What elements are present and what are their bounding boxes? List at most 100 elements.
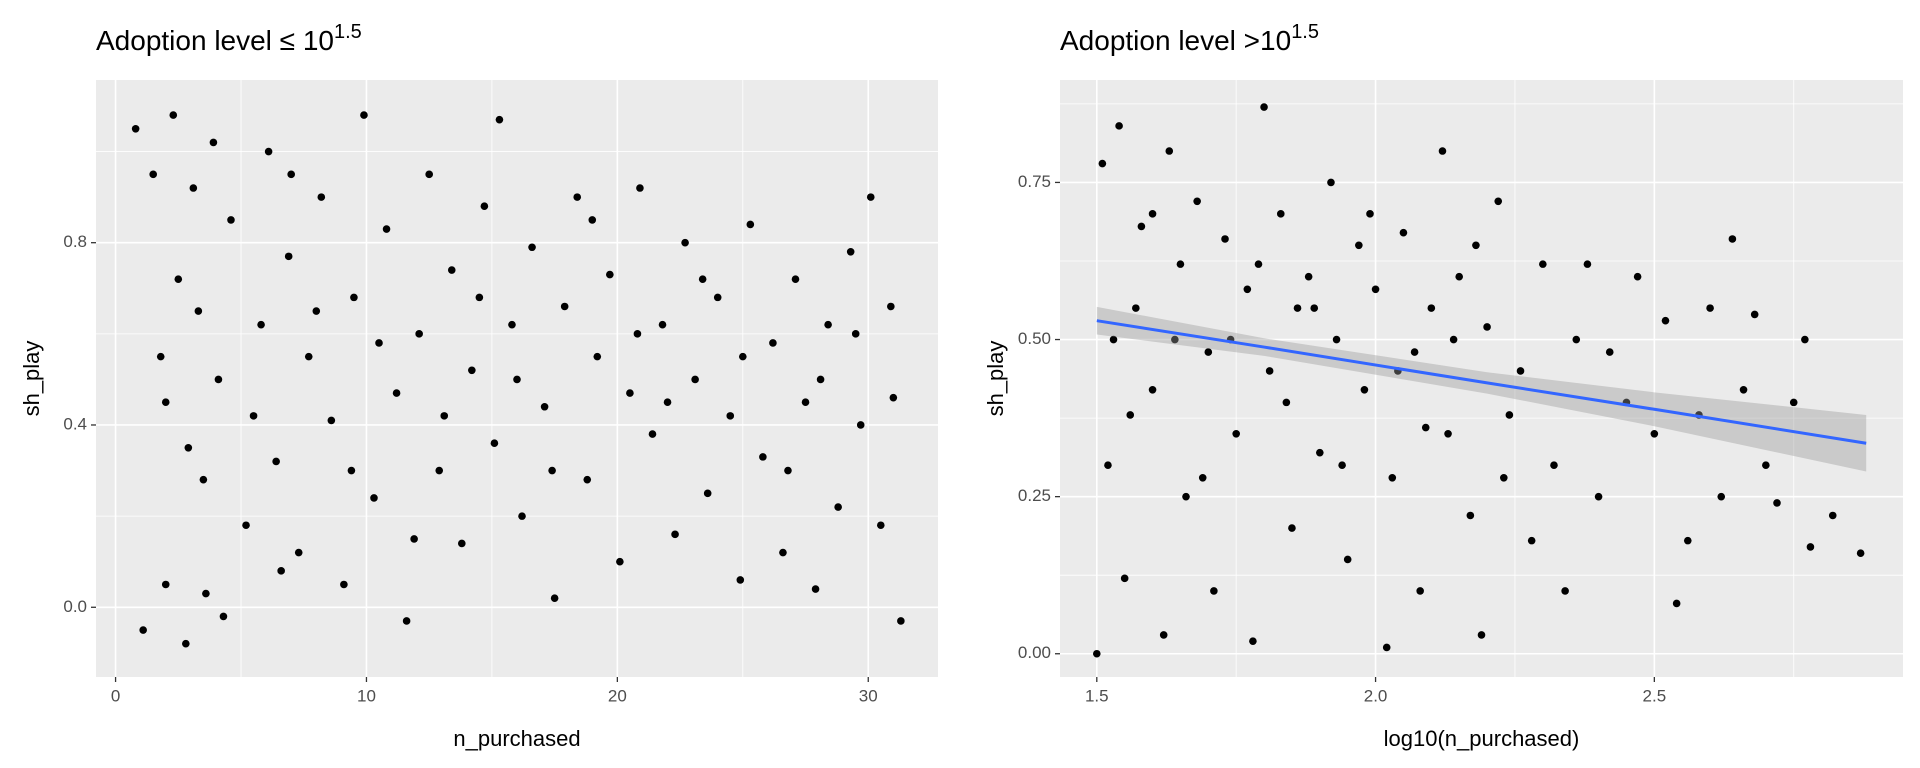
point	[560, 302, 569, 311]
point	[508, 320, 516, 329]
y-tick-label: 0.75	[1018, 172, 1051, 191]
point	[480, 202, 489, 211]
point	[1204, 348, 1213, 356]
point	[1165, 147, 1174, 155]
point	[573, 193, 582, 201]
point	[1104, 461, 1112, 470]
x-tick-label: 2.0	[1364, 686, 1388, 705]
point	[791, 275, 800, 283]
point	[410, 535, 418, 543]
x-axis-title: log10(n_purchased)	[1384, 726, 1580, 751]
point	[1672, 599, 1681, 608]
point	[1316, 448, 1324, 457]
point	[550, 594, 559, 602]
point	[698, 275, 707, 283]
point	[1539, 260, 1547, 268]
point	[360, 111, 368, 119]
point	[402, 617, 411, 625]
point	[1762, 461, 1770, 470]
point	[1583, 260, 1592, 268]
point	[834, 503, 842, 511]
point	[209, 138, 218, 147]
x-axis-title: n_purchased	[453, 726, 580, 751]
point	[658, 320, 667, 329]
point	[671, 530, 679, 539]
y-axis-title: sh_play	[983, 341, 1008, 417]
point	[1706, 304, 1714, 312]
point	[458, 539, 466, 548]
point	[189, 184, 198, 192]
point	[1449, 335, 1458, 344]
point	[1254, 260, 1263, 268]
point	[1605, 348, 1614, 356]
point	[1098, 159, 1107, 168]
point	[681, 238, 689, 247]
y-tick-label: 0.25	[1018, 486, 1051, 505]
point	[475, 293, 484, 302]
point	[294, 548, 303, 557]
point	[1856, 549, 1865, 558]
point	[317, 193, 326, 201]
point	[540, 402, 549, 411]
point	[1572, 335, 1581, 344]
point	[851, 330, 860, 338]
point	[382, 225, 391, 233]
point	[1717, 492, 1726, 501]
point	[1137, 222, 1146, 231]
point	[1455, 272, 1463, 281]
point	[347, 466, 356, 475]
y-axis-title: sh_play	[19, 341, 44, 417]
point	[370, 494, 378, 502]
x-tick-label: 1.5	[1085, 686, 1109, 705]
point	[139, 626, 147, 634]
confidence-band	[1096, 306, 1867, 472]
point	[1332, 335, 1341, 344]
y-tick-label: 0.50	[1018, 329, 1051, 348]
point	[1304, 272, 1313, 281]
point	[327, 416, 336, 425]
point	[227, 216, 235, 224]
title-text: Adoption level >10	[1060, 25, 1291, 56]
point	[1148, 386, 1157, 394]
point	[1399, 228, 1408, 237]
point	[606, 270, 614, 279]
x-tick-label: 20	[608, 686, 627, 705]
point	[1477, 631, 1486, 639]
point	[304, 352, 313, 361]
point	[518, 512, 526, 520]
point	[1773, 499, 1781, 507]
point	[287, 170, 295, 179]
point	[1343, 555, 1352, 564]
point	[1249, 637, 1257, 645]
point	[1355, 241, 1363, 250]
point	[1310, 304, 1319, 312]
point	[375, 339, 383, 347]
point	[816, 375, 825, 384]
point	[249, 412, 258, 420]
point	[1633, 272, 1642, 281]
point	[174, 275, 183, 283]
point	[811, 585, 820, 593]
point	[801, 398, 810, 406]
point	[257, 320, 265, 329]
point	[1260, 103, 1268, 111]
point	[856, 421, 865, 429]
point	[513, 375, 521, 384]
y-tick-label: 0.4	[63, 414, 87, 433]
point	[593, 352, 602, 361]
point	[889, 393, 898, 402]
point	[1132, 304, 1140, 312]
point	[648, 430, 657, 438]
point	[1550, 461, 1558, 470]
point	[194, 307, 203, 315]
point	[1198, 473, 1207, 482]
point	[779, 548, 787, 557]
point	[1210, 587, 1218, 595]
point	[616, 557, 624, 566]
point	[1360, 386, 1369, 394]
point	[447, 266, 456, 274]
chart-title: Adoption level >101.5	[1060, 21, 1319, 56]
point	[1650, 430, 1659, 438]
point	[1120, 574, 1129, 583]
point	[1594, 492, 1603, 501]
